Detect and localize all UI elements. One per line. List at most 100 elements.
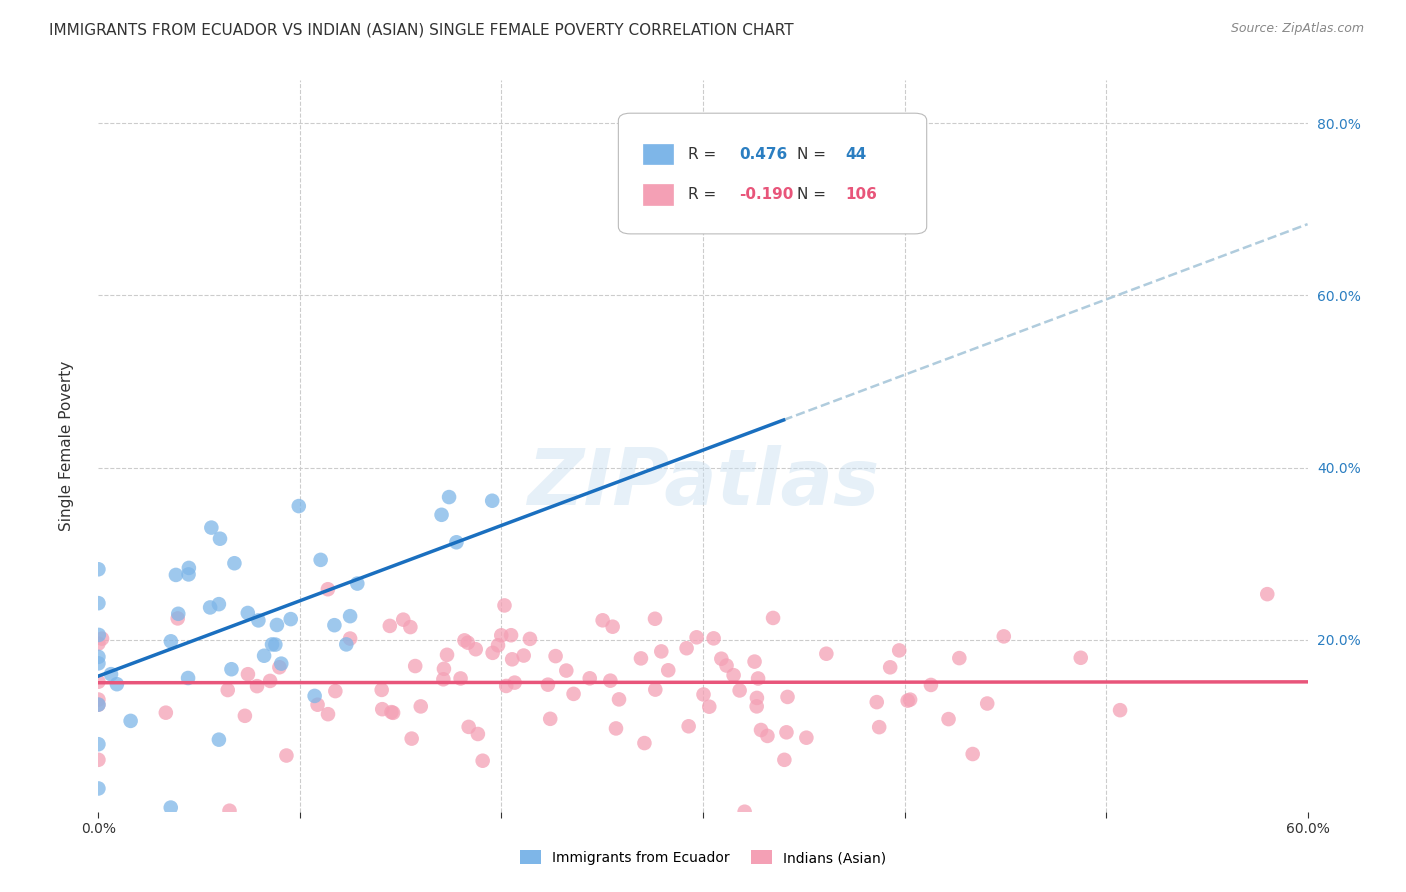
Point xyxy=(815,647,838,661)
Point xyxy=(87,698,110,712)
Point xyxy=(457,720,479,734)
Point xyxy=(87,628,110,642)
Point xyxy=(868,720,890,734)
Point xyxy=(685,630,707,644)
Point xyxy=(775,725,797,739)
Point xyxy=(491,628,513,642)
Point xyxy=(716,658,738,673)
Point xyxy=(159,800,181,814)
FancyBboxPatch shape xyxy=(619,113,927,234)
Point xyxy=(633,736,655,750)
Point xyxy=(1070,650,1092,665)
Point xyxy=(160,634,183,648)
Point xyxy=(499,628,522,642)
Point xyxy=(866,695,889,709)
Point xyxy=(745,699,768,714)
Point xyxy=(562,687,585,701)
Text: 106: 106 xyxy=(845,187,877,202)
Point xyxy=(745,690,768,705)
Point xyxy=(401,731,423,746)
Point xyxy=(382,706,405,720)
Point xyxy=(253,648,276,663)
Point xyxy=(503,675,526,690)
Point xyxy=(399,620,422,634)
Point xyxy=(501,652,523,666)
Point xyxy=(703,632,725,646)
Point xyxy=(325,684,347,698)
FancyBboxPatch shape xyxy=(643,144,673,164)
Point xyxy=(87,562,110,576)
Point xyxy=(409,699,432,714)
Point xyxy=(87,649,110,664)
Text: 0.476: 0.476 xyxy=(740,146,787,161)
Point xyxy=(650,644,672,658)
Point xyxy=(993,629,1015,643)
Point xyxy=(538,712,561,726)
Point xyxy=(87,737,110,751)
Point xyxy=(167,607,190,621)
Point xyxy=(519,632,541,646)
Point xyxy=(578,671,600,685)
Point xyxy=(889,643,911,657)
Point xyxy=(87,596,110,610)
Point xyxy=(494,599,516,613)
Text: 44: 44 xyxy=(845,146,868,161)
Point xyxy=(773,753,796,767)
Point xyxy=(87,698,110,712)
Point xyxy=(692,688,714,702)
Point xyxy=(599,673,621,688)
Text: N =: N = xyxy=(797,146,831,161)
Point xyxy=(962,747,984,761)
Point xyxy=(446,535,468,549)
Point xyxy=(87,781,110,796)
Point xyxy=(392,613,415,627)
Point xyxy=(371,702,394,716)
Point xyxy=(280,612,302,626)
Text: IMMIGRANTS FROM ECUADOR VS INDIAN (ASIAN) SINGLE FEMALE POVERTY CORRELATION CHAR: IMMIGRANTS FROM ECUADOR VS INDIAN (ASIAN… xyxy=(49,22,794,37)
Point xyxy=(762,611,785,625)
Point xyxy=(481,646,503,660)
Point xyxy=(177,567,200,582)
Point xyxy=(233,708,256,723)
Point xyxy=(87,636,110,650)
Point xyxy=(453,633,475,648)
Point xyxy=(710,651,733,665)
Point xyxy=(370,682,392,697)
Point xyxy=(938,712,960,726)
Point xyxy=(208,597,231,611)
Point xyxy=(100,667,122,681)
Point xyxy=(1109,703,1132,717)
Point xyxy=(166,611,188,625)
Point xyxy=(339,632,361,646)
Point xyxy=(555,664,578,678)
Point xyxy=(236,606,259,620)
Point xyxy=(657,663,679,677)
Point xyxy=(1256,587,1278,601)
Point xyxy=(218,804,240,818)
Point xyxy=(208,532,231,546)
Y-axis label: Single Female Poverty: Single Female Poverty xyxy=(59,361,75,531)
Point xyxy=(217,683,239,698)
Text: Source: ZipAtlas.com: Source: ZipAtlas.com xyxy=(1230,22,1364,36)
Point xyxy=(221,662,243,676)
Point xyxy=(346,576,368,591)
Point xyxy=(200,520,222,534)
Point xyxy=(155,706,177,720)
Point xyxy=(544,649,567,664)
Point xyxy=(457,636,479,650)
Text: N =: N = xyxy=(797,187,831,202)
Point xyxy=(270,657,292,671)
Point xyxy=(644,612,666,626)
Point xyxy=(87,692,110,706)
Point xyxy=(948,651,970,665)
Point xyxy=(177,671,200,685)
Point xyxy=(87,657,110,671)
FancyBboxPatch shape xyxy=(643,184,673,204)
Point xyxy=(644,682,666,697)
Point xyxy=(380,705,402,719)
Point xyxy=(879,660,901,674)
Point xyxy=(464,642,486,657)
Point xyxy=(323,618,346,632)
Point xyxy=(675,641,697,656)
Point xyxy=(776,690,799,704)
